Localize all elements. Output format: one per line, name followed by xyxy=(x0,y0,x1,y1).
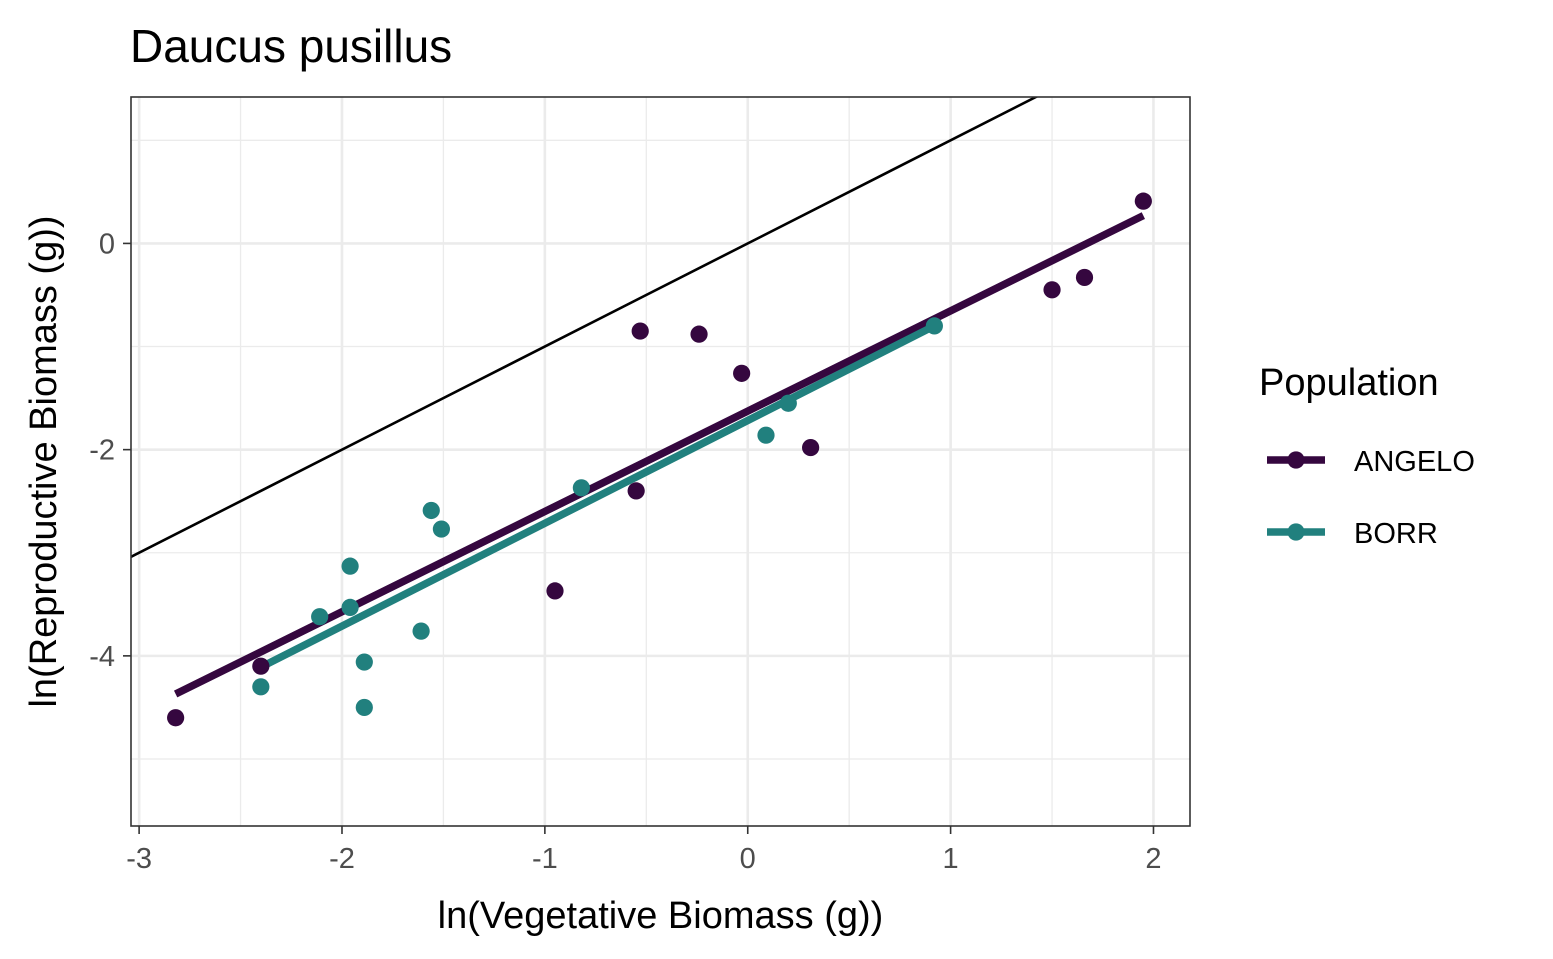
data-point-angelo xyxy=(1134,192,1152,210)
legend-item-borr: BORR xyxy=(1267,518,1438,550)
data-point-borr xyxy=(355,653,373,671)
reference-line xyxy=(131,97,1039,559)
fit-lines xyxy=(173,212,1146,698)
data-point-borr xyxy=(757,426,775,444)
legend-label: BORR xyxy=(1354,518,1438,550)
grid xyxy=(131,97,1190,826)
data-point-borr xyxy=(412,622,430,640)
data-point-borr xyxy=(341,598,359,617)
x-tick-label: 2 xyxy=(1145,843,1161,875)
data-point-angelo xyxy=(627,482,645,500)
chart-title: Daucus pusillus xyxy=(130,20,452,72)
data-point-borr xyxy=(422,501,440,520)
legend-label: ANGELO xyxy=(1354,446,1475,478)
plot-panel-border xyxy=(130,96,1191,827)
data-point-borr xyxy=(779,394,797,412)
data-point-borr xyxy=(341,557,359,575)
x-tick-label: -1 xyxy=(532,843,558,875)
legend-key-point xyxy=(1287,523,1305,541)
reference-line-segment xyxy=(131,97,1039,559)
legend-key-point xyxy=(1287,451,1305,469)
y-tick-label: -4 xyxy=(89,641,115,673)
data-point-angelo xyxy=(252,657,270,675)
x-tick-label: 0 xyxy=(740,843,756,875)
data-point-angelo xyxy=(733,364,751,382)
legend-item-angelo: ANGELO xyxy=(1267,446,1475,478)
x-axis-title: ln(Vegetative Biomass (g)) xyxy=(438,895,884,937)
legend-title: Population xyxy=(1259,362,1439,404)
data-point-angelo xyxy=(167,709,185,727)
data-point-angelo xyxy=(631,322,649,340)
legend: Population ANGELO BORR xyxy=(1259,362,1475,550)
data-points xyxy=(167,192,1152,727)
x-tick-label: -3 xyxy=(126,843,152,875)
data-point-borr xyxy=(572,479,590,497)
data-point-angelo xyxy=(802,438,820,457)
data-point-angelo xyxy=(1043,281,1061,299)
data-point-borr xyxy=(311,608,329,626)
x-axis: -3 -2 -1 0 1 2 xyxy=(126,826,1162,875)
fit-line-borr xyxy=(259,322,937,671)
x-tick-label: 1 xyxy=(943,843,959,875)
data-point-borr xyxy=(925,317,943,335)
data-point-angelo xyxy=(690,325,708,343)
y-tick-label: 0 xyxy=(99,228,115,260)
x-tick-label: -2 xyxy=(329,843,355,875)
data-point-angelo xyxy=(546,582,564,600)
y-axis-title: ln(Reproductive Biomass (g)) xyxy=(23,215,65,707)
data-point-angelo xyxy=(1075,268,1094,287)
data-point-borr xyxy=(432,520,450,538)
data-point-borr xyxy=(252,678,270,696)
fit-line-angelo xyxy=(173,212,1146,698)
data-point-borr xyxy=(355,698,373,717)
y-tick-label: -2 xyxy=(89,435,115,467)
y-axis: -4 -2 0 xyxy=(89,228,131,673)
